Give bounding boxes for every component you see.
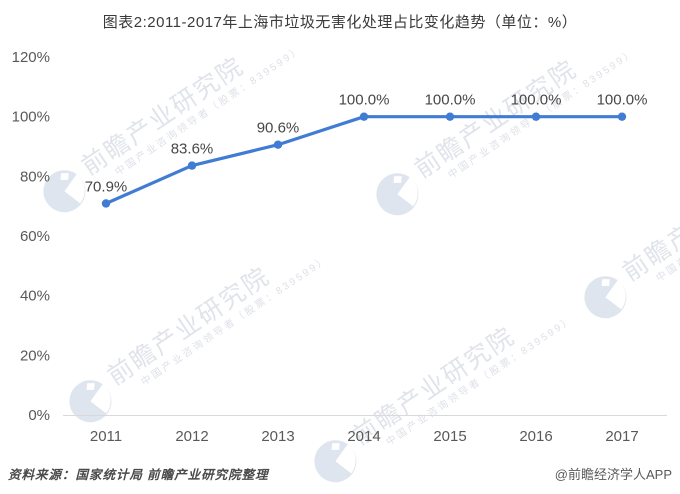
data-label: 90.6% <box>257 120 300 137</box>
data-point-marker <box>359 112 369 121</box>
y-tick-label: 20% <box>20 347 50 364</box>
data-label: 100.0% <box>339 92 390 109</box>
x-tick-label: 2012 <box>175 428 208 445</box>
data-point-marker <box>101 199 111 208</box>
data-label: 100.0% <box>425 92 476 109</box>
line-chart: 0% 20% 40% 60% 80% 100% 120% 70.9% 83.6% 90.6% 100… <box>12 49 667 445</box>
footer: 资料来源：国家统计局 前瞻产业研究院整理 @前瞻经济学人APP <box>0 461 680 485</box>
x-tick-label: 2011 <box>90 428 122 445</box>
data-point-marker <box>617 112 627 121</box>
data-point-marker <box>187 161 197 170</box>
x-tick-label: 2016 <box>519 428 552 445</box>
y-tick-label: 0% <box>28 407 50 424</box>
data-label: 100.0% <box>597 92 648 109</box>
y-tick-label: 60% <box>20 228 50 245</box>
credit-note: @前瞻经济学人APP <box>554 466 672 482</box>
data-label: 100.0% <box>511 92 562 109</box>
data-label: 70.9% <box>85 178 128 195</box>
y-tick-label: 40% <box>20 288 50 305</box>
y-tick-label: 120% <box>12 49 50 66</box>
y-tick-label: 80% <box>20 168 50 185</box>
data-point-marker <box>445 112 455 121</box>
y-tick-label: 100% <box>12 109 50 126</box>
data-point-marker <box>273 140 283 149</box>
x-tick-label: 2017 <box>605 428 638 445</box>
x-tick-label: 2014 <box>347 428 380 445</box>
chart-title: 图表2:2011-2017年上海市垃圾无害化处理占比变化趋势（单位：%） <box>102 14 578 31</box>
series-line <box>104 115 624 206</box>
x-tick-label: 2015 <box>433 428 466 445</box>
data-point-marker <box>531 112 541 121</box>
source-note: 资料来源：国家统计局 前瞻产业研究院整理 <box>8 467 269 482</box>
data-label: 83.6% <box>171 141 214 158</box>
x-tick-label: 2013 <box>261 428 294 445</box>
